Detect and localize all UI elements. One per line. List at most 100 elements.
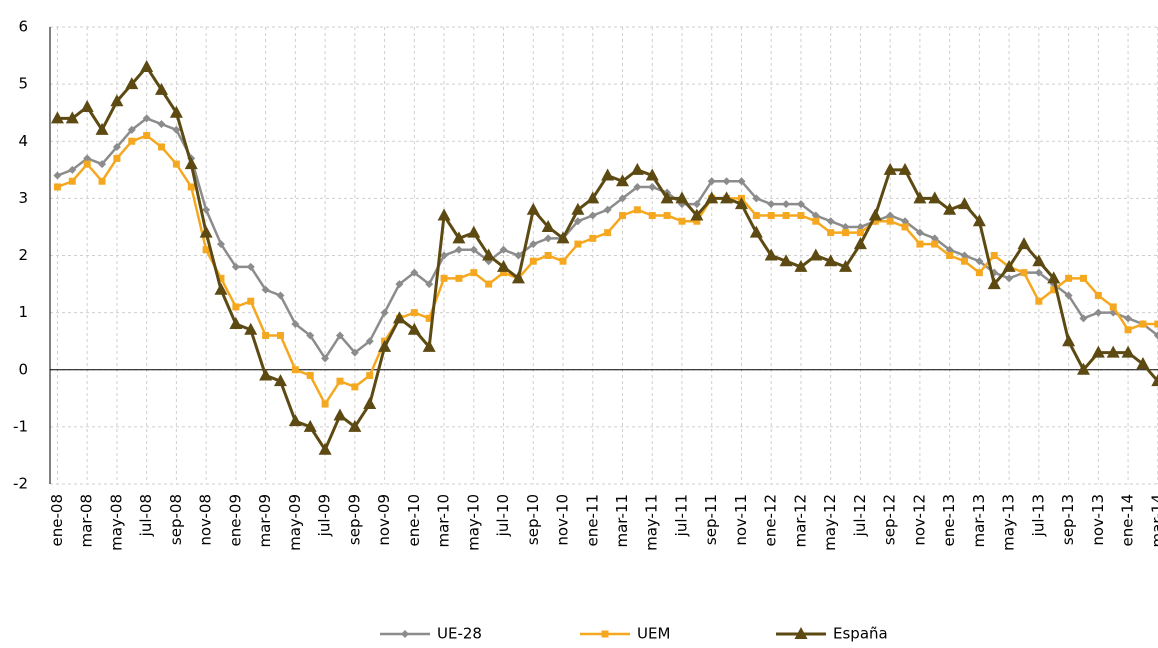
series-marker [678, 217, 686, 225]
series-marker [529, 240, 538, 249]
series-marker [291, 366, 299, 374]
series-marker [112, 142, 121, 151]
series-marker [217, 240, 226, 249]
series-marker [1106, 345, 1120, 358]
x-tick-label: ene-09 [226, 494, 244, 546]
series-marker [633, 182, 642, 191]
series-marker [497, 259, 511, 272]
x-tick-label: mar-10 [435, 494, 453, 548]
series-marker [916, 240, 924, 248]
series-marker [142, 114, 151, 123]
series-marker [127, 125, 136, 134]
y-tick-label: 3 [18, 189, 28, 207]
series-marker [229, 317, 243, 330]
series-marker [764, 248, 778, 261]
x-tick-label: nov-11 [732, 494, 750, 546]
legend-label: UEM [637, 625, 670, 643]
series-marker [856, 229, 864, 237]
legend-item: España [776, 625, 888, 643]
x-tick-label: sep-10 [524, 494, 542, 545]
series-marker [722, 177, 731, 186]
series-marker [110, 94, 124, 107]
series-marker [410, 309, 418, 317]
series-marker [782, 200, 791, 209]
series-marker [244, 322, 258, 335]
series-marker [946, 252, 954, 259]
series-marker [707, 177, 716, 186]
x-tick-label: may-13 [1000, 494, 1018, 551]
y-tick-label: 2 [18, 246, 28, 264]
series-marker [276, 331, 284, 339]
series-marker [693, 217, 701, 225]
series-marker [482, 248, 496, 261]
legend-item: UEM [580, 625, 670, 643]
series-marker [276, 291, 285, 300]
series-marker [172, 160, 180, 168]
y-tick-label: 4 [18, 132, 28, 150]
series-marker [83, 160, 91, 168]
x-tick-label: mar-11 [613, 494, 631, 548]
y-tick-label: -2 [13, 475, 28, 493]
x-tick-label: may-09 [286, 494, 304, 551]
series-marker [140, 59, 154, 72]
series-marker [217, 274, 225, 282]
legend-marker [401, 630, 409, 638]
series-marker [856, 222, 865, 231]
x-tick-label: may-10 [464, 494, 482, 551]
legend-item: UE-28 [380, 625, 482, 643]
series-marker [645, 168, 659, 181]
series-marker [1047, 271, 1061, 284]
x-tick-label: mar-08 [78, 494, 96, 548]
x-tick-label: sep-08 [167, 494, 185, 545]
series-marker [395, 280, 404, 289]
series-marker [767, 212, 775, 220]
series-marker [113, 154, 121, 162]
series-marker [1154, 320, 1158, 328]
series-marker [633, 206, 641, 214]
series-marker [660, 191, 674, 204]
series-marker [824, 254, 838, 267]
x-tick-label: ene-10 [405, 494, 423, 546]
series-marker [1076, 362, 1090, 375]
series-marker [172, 125, 181, 134]
series-marker [452, 231, 466, 244]
series-marker [65, 111, 79, 124]
series-marker [1121, 345, 1135, 358]
series-marker [511, 271, 525, 284]
series-marker [98, 177, 106, 185]
series-marker [187, 183, 195, 191]
series-marker [1109, 303, 1117, 311]
x-tick-label: sep-13 [1059, 494, 1077, 545]
series-marker [184, 157, 198, 170]
series-marker [455, 274, 463, 282]
series-marker [1139, 320, 1147, 328]
series-marker [410, 268, 419, 277]
series-marker [782, 212, 790, 220]
series-marker [440, 274, 448, 282]
series-marker [574, 240, 582, 248]
series-marker [350, 348, 359, 357]
series-marker [839, 259, 853, 272]
series-marker [469, 245, 478, 254]
series-marker [675, 191, 689, 204]
series-marker [928, 191, 942, 204]
series-marker [470, 269, 478, 277]
series-marker [752, 194, 761, 203]
series-marker [1079, 314, 1088, 323]
series-marker [262, 331, 270, 339]
series-marker [690, 208, 704, 221]
series-marker [169, 105, 183, 118]
series-marker [68, 177, 76, 185]
x-tick-label: may-12 [821, 494, 839, 551]
series-marker [943, 202, 957, 215]
x-tick-label: nov-10 [554, 494, 572, 546]
series-marker [975, 269, 983, 277]
series-marker [321, 354, 330, 363]
series-marker [202, 205, 211, 214]
y-tick-label: -1 [13, 417, 28, 435]
series-marker [1065, 274, 1073, 282]
series-marker [559, 257, 567, 265]
series-marker [214, 282, 228, 295]
x-tick-label: nov-08 [197, 494, 215, 546]
series-marker [425, 314, 433, 322]
